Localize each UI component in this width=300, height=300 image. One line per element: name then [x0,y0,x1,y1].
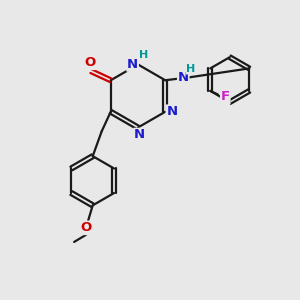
Text: N: N [127,58,138,71]
Text: F: F [221,90,230,104]
Text: O: O [80,221,92,234]
Text: H: H [139,50,148,60]
Text: H: H [186,64,195,74]
Text: N: N [166,105,177,118]
Text: O: O [84,56,95,69]
Text: N: N [134,128,145,142]
Text: N: N [178,71,189,84]
